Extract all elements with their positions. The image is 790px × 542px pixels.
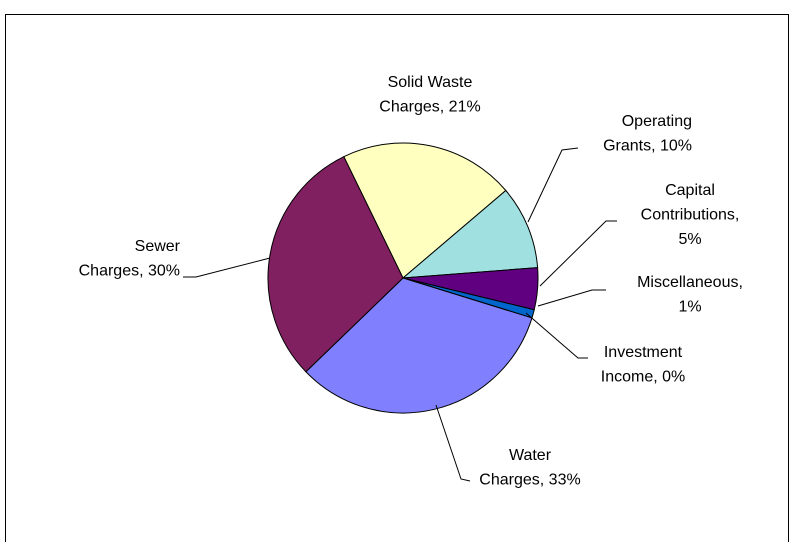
slice-label: Contributions, xyxy=(641,207,740,224)
leader-line xyxy=(539,220,617,287)
slice-label: Grants, 10% xyxy=(603,138,692,155)
pie-slice xyxy=(401,189,539,279)
leader-line xyxy=(183,257,271,278)
slice-label: Charges, 30% xyxy=(79,263,180,280)
slice-label: Solid Waste xyxy=(388,74,473,91)
slice-label: Charges, 33% xyxy=(479,472,580,489)
pie-slice xyxy=(305,277,533,414)
slice-label: Water xyxy=(509,447,552,464)
slice-label: Sewer xyxy=(135,238,181,255)
slice-label: Investment xyxy=(604,344,683,361)
slice-label: Operating xyxy=(622,113,692,130)
leader-line xyxy=(537,289,606,307)
pie-slice xyxy=(343,142,507,279)
pie-slice xyxy=(267,155,404,373)
slice-label: 1% xyxy=(678,299,701,316)
slice-label: Charges, 21% xyxy=(379,99,480,116)
leader-line xyxy=(435,404,471,482)
slice-label: Capital xyxy=(665,182,715,199)
leader-line xyxy=(527,147,579,223)
slice-label: 5% xyxy=(678,231,701,248)
slice-label: Income, 0% xyxy=(601,369,685,386)
slice-label: Miscellaneous, xyxy=(637,274,743,291)
leader-line xyxy=(525,312,588,359)
